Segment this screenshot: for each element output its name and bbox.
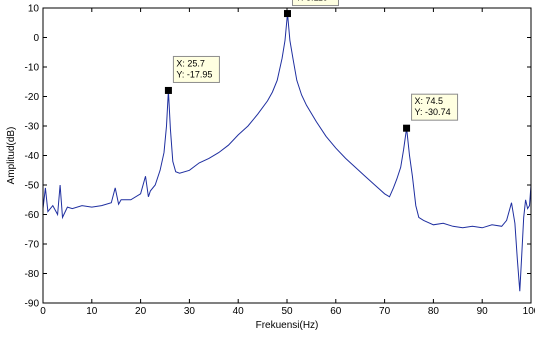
x-tick-label: 30 bbox=[184, 306, 196, 317]
datatip-box bbox=[291, 0, 339, 7]
x-tick-label: 100 bbox=[523, 306, 535, 317]
y-tick-label: -80 bbox=[25, 269, 40, 280]
series-line bbox=[42, 13, 532, 292]
y-tick-label: -20 bbox=[25, 92, 40, 103]
y-tick-label: -70 bbox=[25, 240, 40, 251]
x-tick-label: 50 bbox=[281, 306, 293, 317]
y-axis-ticks: 10 0 -10 -20 -30 -40 -50 -60 -70 -80 -90 bbox=[25, 4, 531, 310]
datatip-marker bbox=[403, 124, 411, 132]
datatip-x-label: X: 74.5 bbox=[415, 96, 444, 106]
datatip-y-label: Y: -17.95 bbox=[176, 69, 212, 79]
x-tick-label: 20 bbox=[135, 306, 147, 317]
datatip-box bbox=[411, 93, 459, 121]
datatip-box bbox=[172, 55, 220, 83]
x-axis-label: Frekuensi(Hz) bbox=[256, 320, 319, 331]
datatips: X: 25.7Y: -17.95X: 50.1Y: 8.119X: 74.5Y:… bbox=[164, 0, 459, 132]
x-tick-label: 10 bbox=[86, 306, 98, 317]
datatip-marker bbox=[283, 10, 291, 18]
y-tick-label: -30 bbox=[25, 122, 40, 133]
datatip-y-label: Y: 8.119 bbox=[295, 0, 327, 3]
plot-frame bbox=[42, 7, 532, 304]
y-tick-label: 0 bbox=[33, 33, 39, 44]
y-tick-label: 10 bbox=[28, 4, 40, 15]
y-tick-label: -10 bbox=[25, 63, 40, 74]
y-tick-label: -40 bbox=[25, 151, 40, 162]
x-tick-label: 60 bbox=[330, 306, 342, 317]
datatip-x-label: X: 25.7 bbox=[176, 58, 205, 68]
y-tick-label: -60 bbox=[25, 210, 40, 221]
y-tick-label: -90 bbox=[25, 299, 40, 310]
x-tick-label: 40 bbox=[233, 306, 245, 317]
y-tick-label: -50 bbox=[25, 181, 40, 192]
x-axis-ticks: 0 10 20 30 40 50 60 70 80 90 100 bbox=[40, 8, 535, 317]
x-tick-label: 70 bbox=[379, 306, 391, 317]
datatip-y-label: Y: -30.74 bbox=[415, 107, 451, 117]
x-tick-label: 90 bbox=[477, 306, 489, 317]
datatip-marker bbox=[164, 86, 172, 94]
y-axis-label: Amplitud(dB) bbox=[6, 127, 17, 185]
x-tick-label: 80 bbox=[428, 306, 440, 317]
x-tick-label: 0 bbox=[40, 306, 46, 317]
